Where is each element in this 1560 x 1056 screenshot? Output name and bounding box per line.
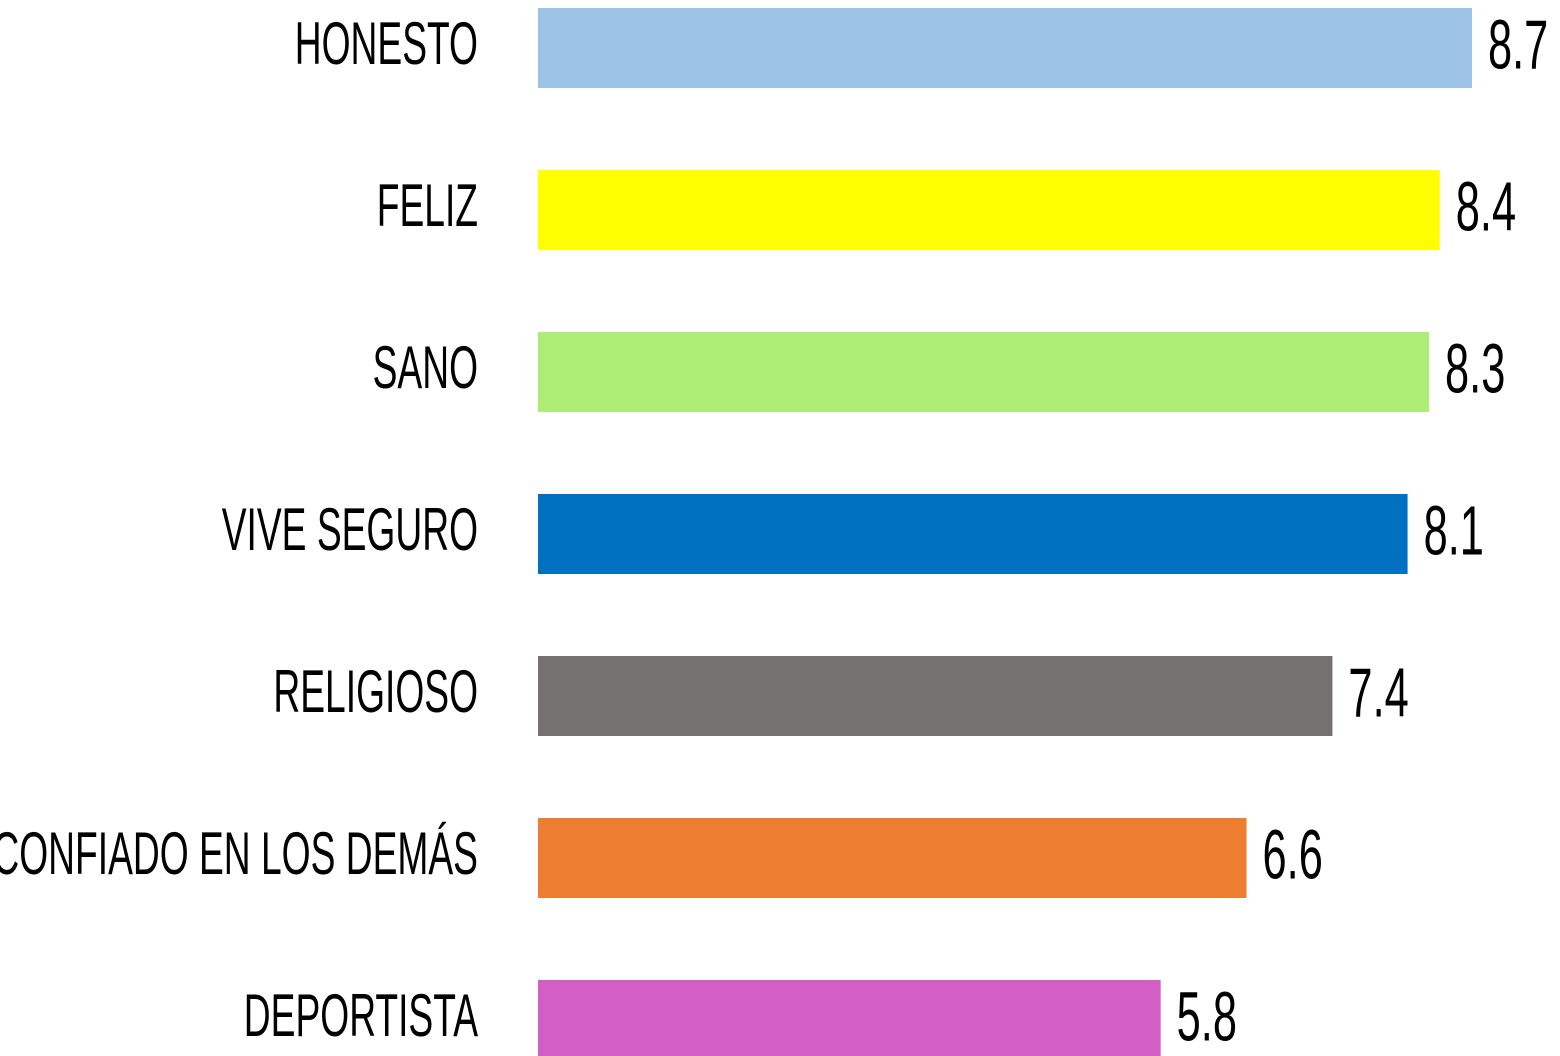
bar <box>538 8 1472 88</box>
value-label: 8.1 <box>1424 492 1484 570</box>
value-label: 5.8 <box>1177 978 1237 1056</box>
category-label: VIVE SEGURO <box>222 496 478 563</box>
category-label-group: FELIZ <box>377 172 478 239</box>
value-label-group: 8.3 <box>1445 330 1505 408</box>
value-label-group: 7.4 <box>1348 654 1408 732</box>
category-label: HONESTO <box>295 10 478 77</box>
value-label: 7.4 <box>1348 654 1408 732</box>
bar <box>538 980 1161 1056</box>
category-label-group: VIVE SEGURO <box>222 496 478 563</box>
value-label-group: 5.8 <box>1177 978 1237 1056</box>
value-label: 8.4 <box>1456 168 1516 246</box>
category-label-group: RELIGIOSO <box>273 658 478 725</box>
category-label-group: DEPORTISTA <box>244 982 479 1049</box>
value-label-group: 8.4 <box>1456 168 1516 246</box>
value-label: 6.6 <box>1263 816 1323 894</box>
value-label-group: 8.7 <box>1488 6 1548 84</box>
category-label: CONFIADO EN LOS DEMÁS <box>0 820 478 887</box>
bar <box>538 170 1440 250</box>
category-label: DEPORTISTA <box>244 982 479 1049</box>
bar <box>538 332 1430 412</box>
bar <box>538 818 1247 898</box>
value-label-group: 8.1 <box>1424 492 1484 570</box>
category-label: FELIZ <box>377 172 478 239</box>
category-label-group: SANO <box>373 334 478 401</box>
value-label-group: 6.6 <box>1263 816 1323 894</box>
bar <box>538 656 1333 736</box>
category-label: SANO <box>373 334 478 401</box>
value-label: 8.3 <box>1445 330 1505 408</box>
bar <box>538 494 1408 574</box>
value-label: 8.7 <box>1488 6 1548 84</box>
category-label-group: CONFIADO EN LOS DEMÁS <box>0 820 478 887</box>
category-label-group: HONESTO <box>295 10 478 77</box>
category-label: RELIGIOSO <box>273 658 478 725</box>
